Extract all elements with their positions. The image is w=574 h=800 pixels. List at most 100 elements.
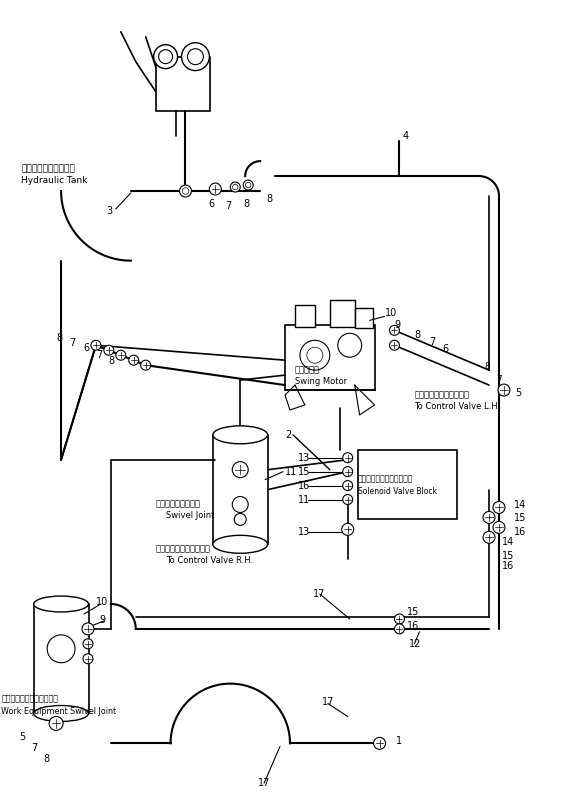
Text: 8: 8 [109,356,115,366]
Text: 6: 6 [83,343,89,354]
Text: Swivel Joint: Swivel Joint [165,511,214,521]
Text: Hydraulic Tank: Hydraulic Tank [21,176,88,185]
Circle shape [246,182,251,188]
Text: 14: 14 [514,499,526,510]
Bar [285,326,375,390]
Text: 10: 10 [385,309,397,318]
Circle shape [483,511,495,523]
Text: 12: 12 [409,639,422,649]
Circle shape [154,45,177,69]
Text: 15: 15 [514,514,526,523]
Circle shape [116,350,126,360]
Text: 16: 16 [502,562,514,571]
Ellipse shape [34,706,88,722]
Text: 13: 13 [298,527,310,538]
Bar [355,309,373,328]
Text: To Control Valve R.H.: To Control Valve R.H. [165,556,253,566]
Text: 16: 16 [408,621,420,631]
Text: 5: 5 [20,732,26,742]
Circle shape [343,494,352,505]
Text: Work Equipment Swivel Joint: Work Equipment Swivel Joint [1,706,117,715]
Text: 8: 8 [414,330,421,340]
Circle shape [181,42,210,70]
Text: 13: 13 [298,453,310,462]
Text: 17: 17 [322,697,334,706]
Circle shape [180,185,192,197]
Text: 5: 5 [515,388,521,398]
Circle shape [47,635,75,662]
Text: 4: 4 [402,131,409,142]
Text: 7: 7 [69,338,75,348]
Text: 7: 7 [31,743,37,754]
Circle shape [232,184,238,190]
Text: 15: 15 [408,607,420,617]
Circle shape [343,453,352,462]
Circle shape [232,497,248,513]
Circle shape [498,384,510,396]
Text: 旋回モータ: 旋回モータ [295,365,320,374]
Bar [34,604,89,714]
Circle shape [390,326,400,335]
Text: 7: 7 [496,375,502,384]
Ellipse shape [213,426,267,444]
Circle shape [49,717,63,730]
Text: Swing Motor: Swing Motor [295,377,347,386]
Circle shape [390,340,400,350]
Circle shape [307,347,323,363]
Text: 6: 6 [208,199,215,209]
Text: 8: 8 [266,194,272,204]
Circle shape [158,50,173,64]
Text: 11: 11 [285,466,297,477]
Bar [295,306,315,327]
Bar [214,435,268,544]
Text: 3: 3 [106,206,112,216]
Text: 8: 8 [43,754,49,764]
Bar [330,301,355,327]
Text: 6: 6 [442,344,448,354]
Circle shape [82,623,94,635]
Text: ソレノイドバルブブロック: ソレノイドバルブブロック [358,474,413,484]
Ellipse shape [34,596,88,612]
Text: コントロールバルブ右へ: コントロールバルブ右へ [156,544,211,554]
Circle shape [394,614,405,624]
Circle shape [394,624,405,634]
Circle shape [83,654,93,664]
Text: To Control Valve L.H.: To Control Valve L.H. [414,402,501,411]
Circle shape [234,514,246,526]
Text: 9: 9 [99,615,105,625]
Text: 8: 8 [484,362,490,371]
Circle shape [343,466,352,477]
Text: 17: 17 [313,589,325,599]
Circle shape [342,523,354,535]
Text: 14: 14 [502,538,514,547]
Circle shape [493,502,505,514]
Text: 7: 7 [96,350,102,360]
Text: 7: 7 [429,338,436,347]
Text: 15: 15 [502,551,514,562]
Text: 作業機スイベルジョイント: 作業機スイベルジョイント [1,694,59,703]
Text: 15: 15 [298,466,311,477]
Text: スイベルジョイント: スイベルジョイント [156,499,201,509]
Circle shape [129,355,139,365]
Text: 16: 16 [298,481,310,490]
Circle shape [141,360,150,370]
Text: 2: 2 [285,430,291,440]
Circle shape [91,340,101,350]
Text: ハイドロリックタンク: ハイドロリックタンク [21,164,75,173]
Bar [156,57,211,111]
Circle shape [232,462,248,478]
Text: 1: 1 [395,736,402,746]
Circle shape [104,346,114,355]
Circle shape [483,531,495,543]
Ellipse shape [213,535,267,554]
Text: 11: 11 [298,494,310,505]
Text: 10: 10 [96,597,108,607]
Text: Solenoid Valve Block: Solenoid Valve Block [358,486,437,495]
Circle shape [243,180,253,190]
Circle shape [210,183,222,195]
Circle shape [300,340,330,370]
Circle shape [230,182,241,192]
Circle shape [493,522,505,534]
Circle shape [83,639,93,649]
Text: 7: 7 [226,201,231,211]
